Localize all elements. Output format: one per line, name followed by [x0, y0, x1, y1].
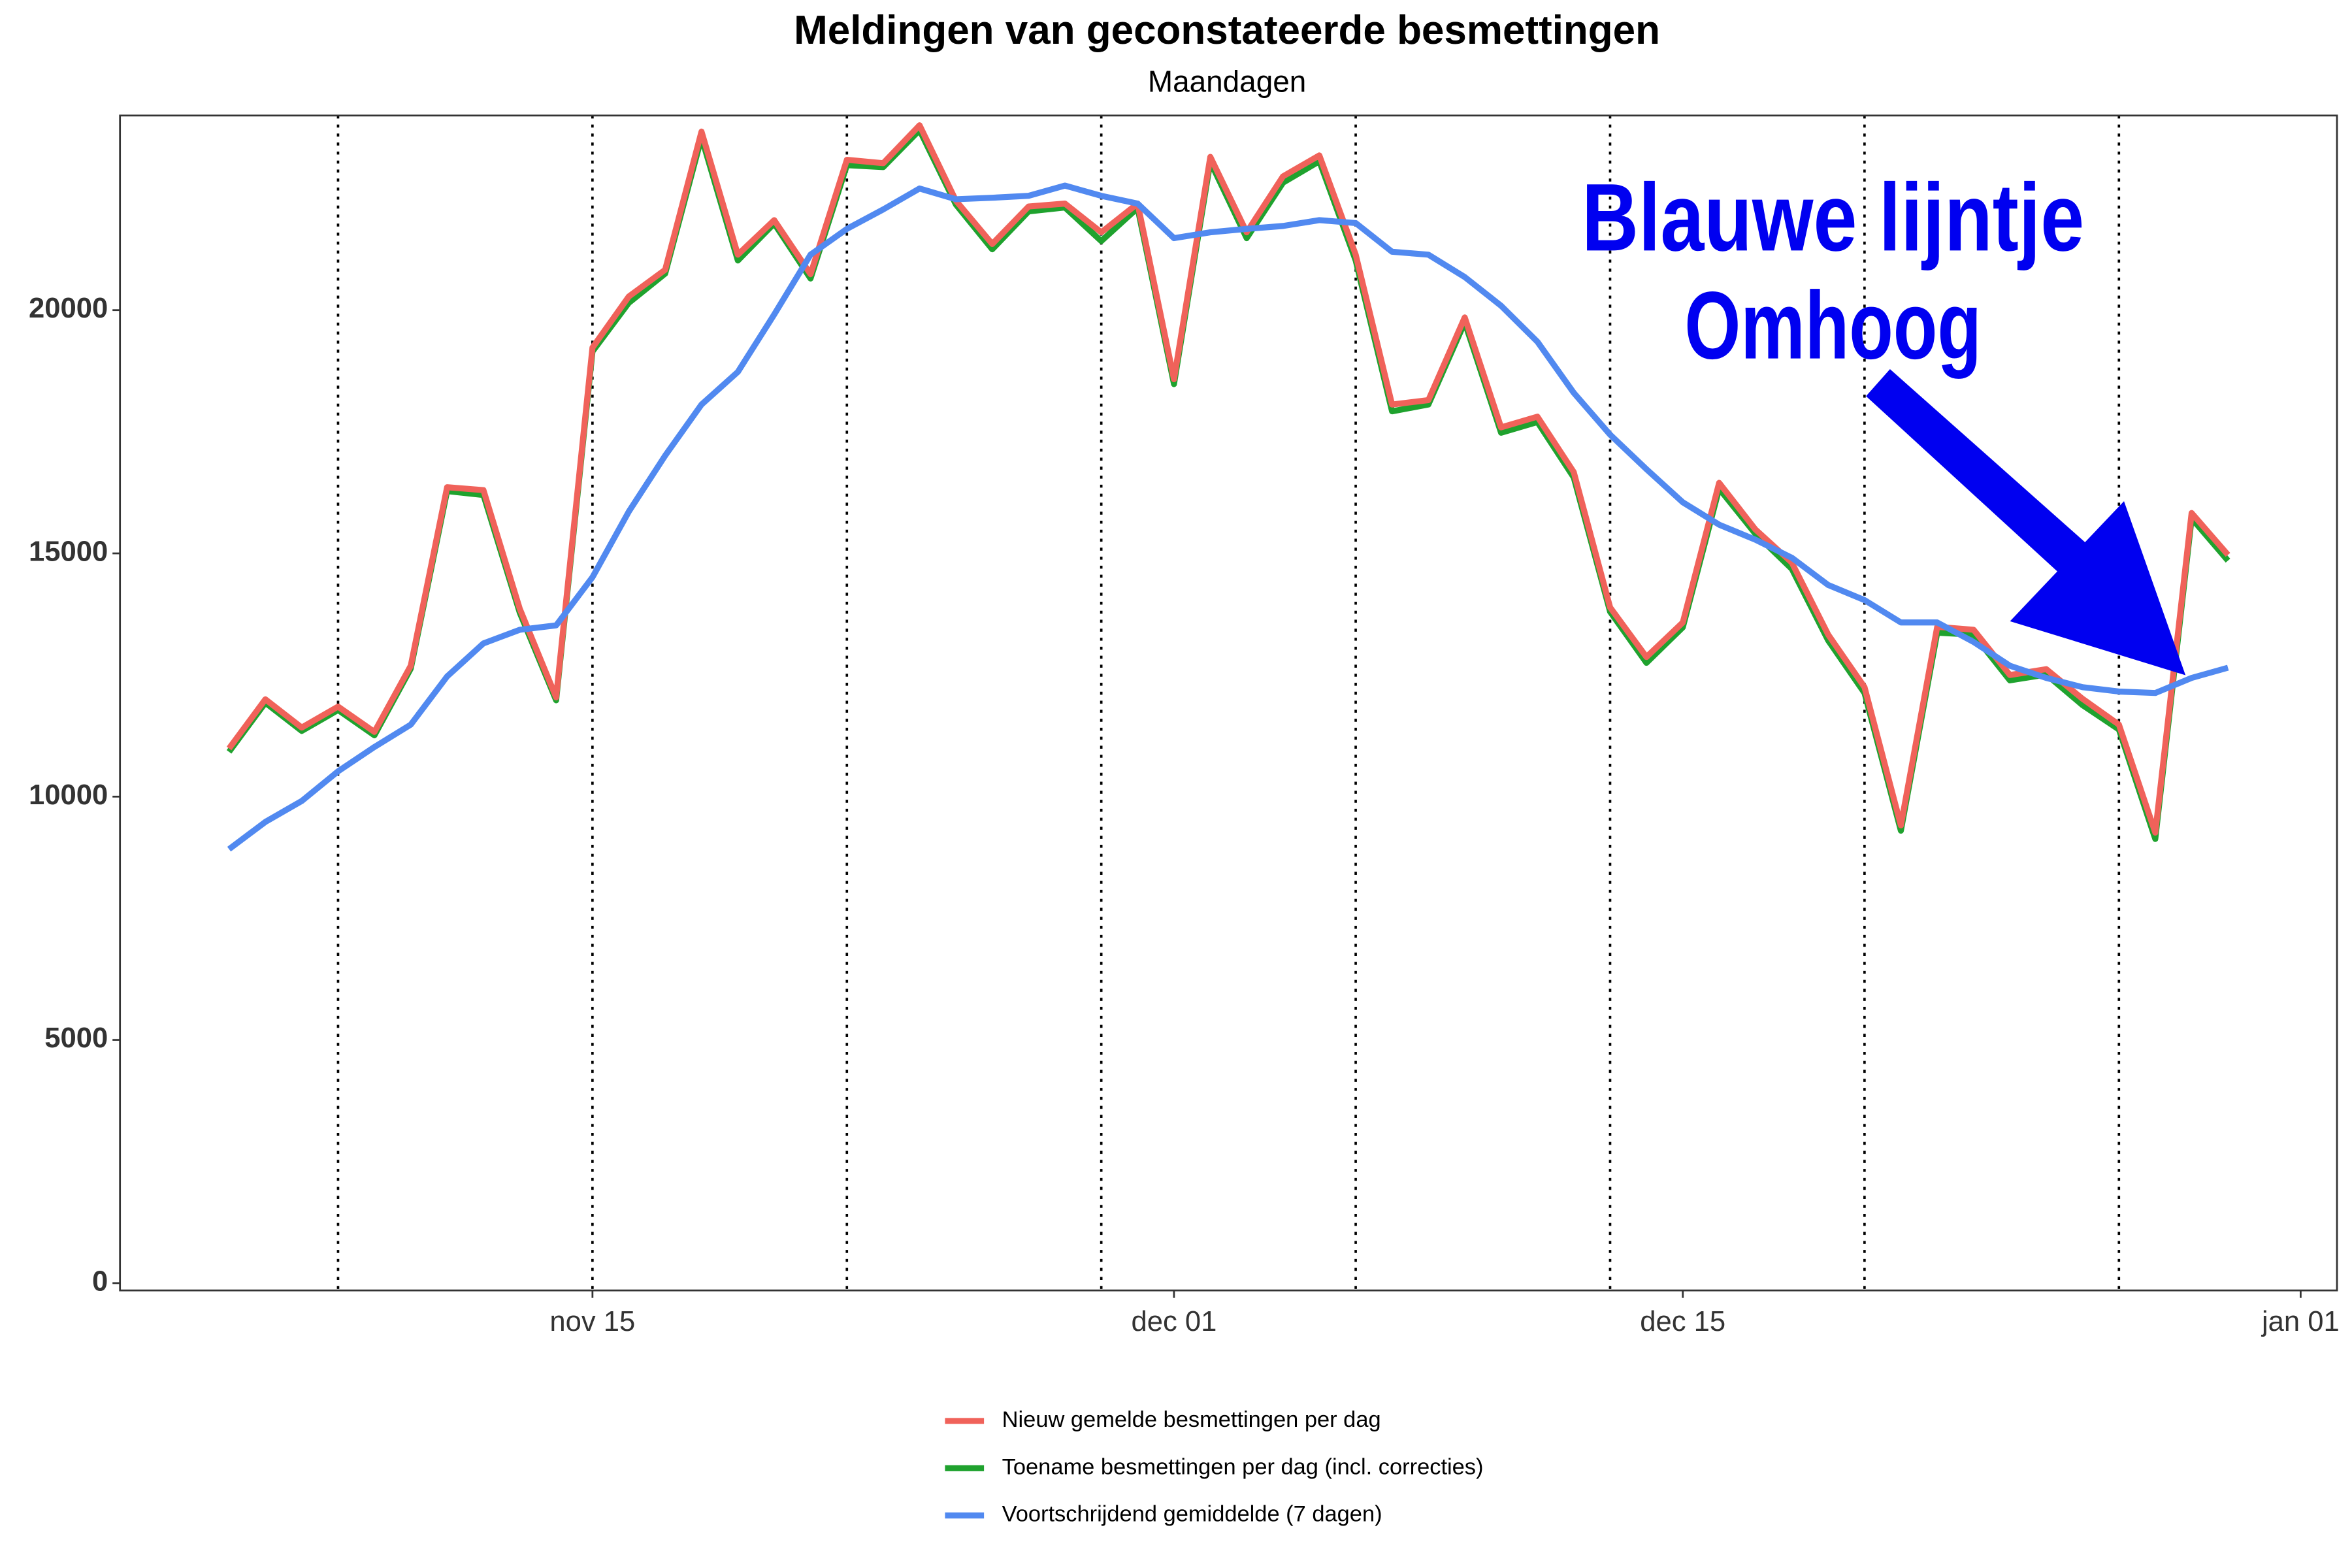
y-tick-label: 0 — [92, 1266, 108, 1297]
legend-label: Voortschrijdend gemiddelde (7 dagen) — [1002, 1502, 1382, 1527]
annotation: Omhoog — [1684, 272, 1982, 380]
chart-subtitle: Maandagen — [1148, 65, 1306, 99]
arrow-shaft — [1866, 368, 2090, 576]
series-line — [227, 182, 2229, 852]
arrow-head — [2010, 501, 2186, 676]
annotation: Blauwe lijntje — [1582, 164, 2084, 271]
legend-label: Toename besmettingen per dag (incl. corr… — [1002, 1454, 1484, 1479]
plot-border — [119, 114, 2338, 1292]
y-tick-label: 5000 — [44, 1022, 108, 1054]
x-tick-label: jan 01 — [2261, 1306, 2340, 1337]
plot-area — [226, 115, 2230, 1291]
y-tick-label: 15000 — [29, 536, 108, 568]
series-line — [226, 122, 2230, 836]
chart-title: Meldingen van geconstateerde besmettinge… — [794, 8, 1660, 53]
x-tick-label: dec 15 — [1640, 1306, 1725, 1337]
x-tick-label: dec 01 — [1131, 1306, 1217, 1337]
y-tick-label: 20000 — [29, 293, 108, 324]
x-tick-label: nov 15 — [549, 1306, 635, 1337]
legend-label: Nieuw gemelde besmettingen per dag — [1002, 1407, 1381, 1432]
y-tick-label: 10000 — [29, 779, 108, 811]
legend: Nieuw gemelde besmettingen per dag Toenam… — [945, 1407, 1484, 1527]
